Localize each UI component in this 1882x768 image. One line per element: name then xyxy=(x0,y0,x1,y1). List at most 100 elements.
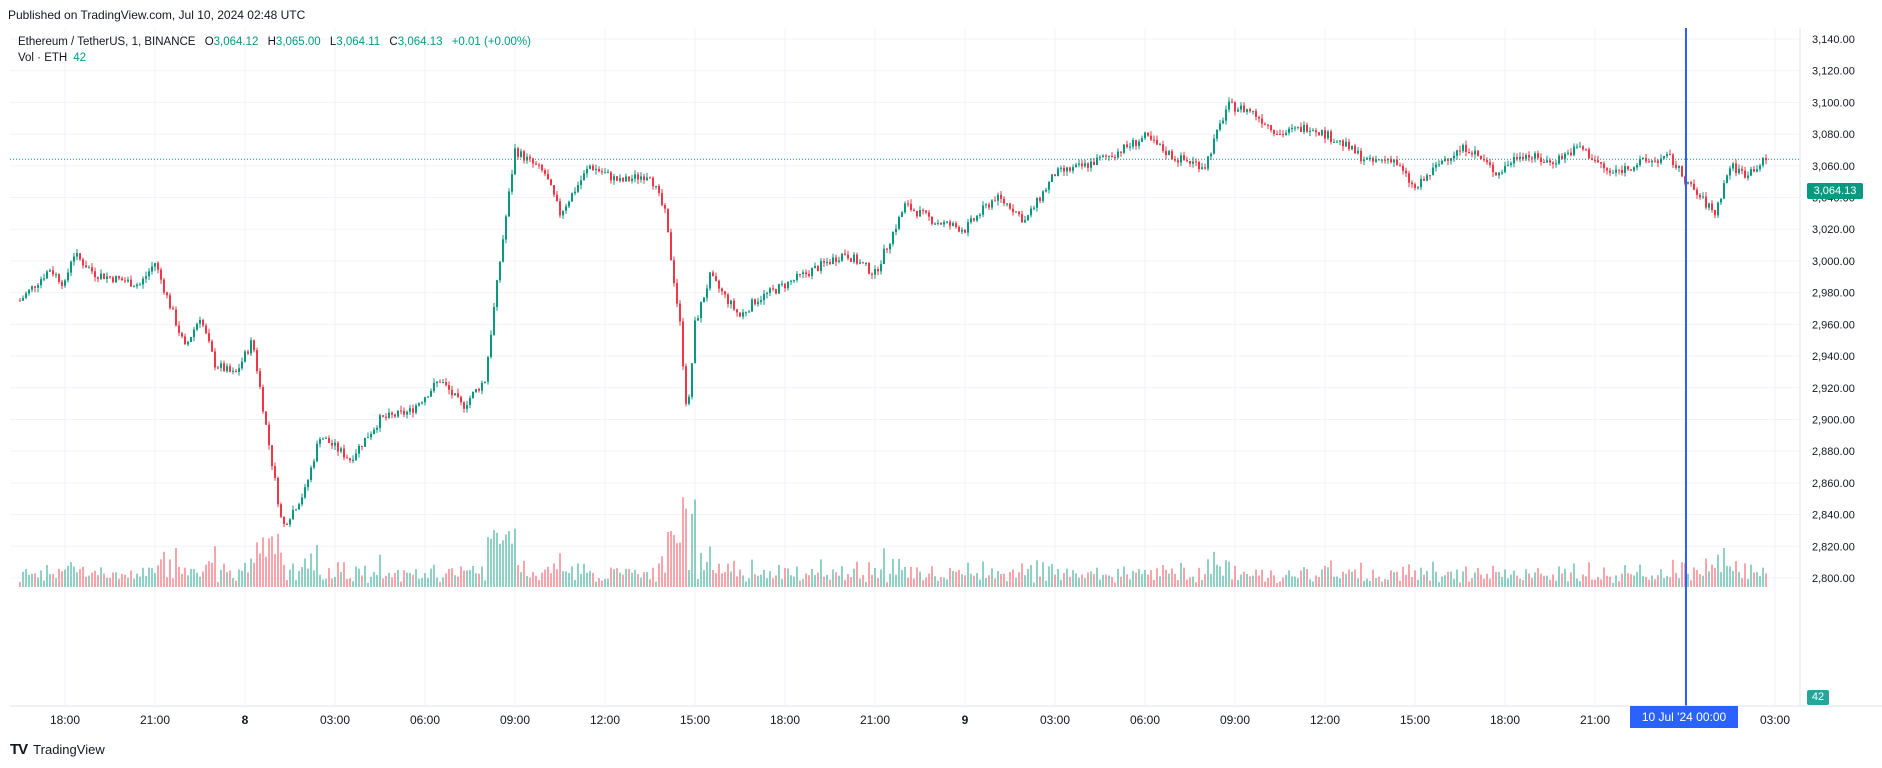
candle-body xyxy=(841,253,843,261)
candle-body xyxy=(1285,132,1287,136)
candle-body xyxy=(1390,158,1392,163)
tradingview-brand[interactable]: TV TradingView xyxy=(10,741,105,758)
volume-bar xyxy=(73,566,75,587)
volume-bar xyxy=(1156,568,1158,587)
candle-body xyxy=(1570,152,1572,156)
candle-body xyxy=(328,437,330,443)
candle-body xyxy=(535,163,537,165)
current-volume-tag: 42 xyxy=(1807,690,1829,705)
volume-bar xyxy=(205,564,207,587)
volume-bar xyxy=(655,581,657,587)
volume-bar xyxy=(1372,569,1374,587)
candle-body xyxy=(1357,150,1359,154)
candle-body xyxy=(706,288,708,298)
candle-body xyxy=(1345,141,1347,147)
candle-body xyxy=(115,276,117,283)
volume-bar xyxy=(1612,582,1614,587)
volume-bar xyxy=(1204,574,1206,587)
volume-bar xyxy=(826,574,828,587)
candle-body xyxy=(349,458,351,461)
candle-body xyxy=(493,307,495,335)
candle-body xyxy=(166,292,168,296)
volume-bar xyxy=(988,575,990,587)
candle-body xyxy=(1138,141,1140,146)
time-axis: 18:00 21:00 8 03:00 06:00 09:00 12:00 15:00 18:0… xyxy=(50,713,1790,727)
candle-body xyxy=(214,351,216,368)
candle-body xyxy=(1321,130,1323,136)
volume-bar xyxy=(1654,579,1656,587)
volume-bar xyxy=(1066,568,1068,587)
volume-bar xyxy=(1483,578,1485,587)
candle-body xyxy=(922,209,924,211)
volume-bar xyxy=(1201,580,1203,587)
candle-body xyxy=(961,229,963,232)
volume-bar xyxy=(1423,574,1425,587)
candle-body xyxy=(25,293,27,298)
candle-body xyxy=(316,443,318,462)
volume-bar xyxy=(1615,575,1617,587)
candle-body xyxy=(19,300,21,302)
candle-body xyxy=(1276,133,1278,135)
volume-bar xyxy=(652,567,654,587)
candle-body xyxy=(247,351,249,354)
volume-bar xyxy=(685,508,687,587)
candle-body xyxy=(1705,196,1707,208)
candle-body xyxy=(307,480,309,488)
volume-bar xyxy=(1030,565,1032,587)
candle-body xyxy=(1069,167,1071,171)
candle-body xyxy=(1336,141,1338,143)
candle-body xyxy=(484,381,486,383)
candle-body xyxy=(1582,146,1584,150)
candle-body xyxy=(1078,163,1080,165)
volume-bar xyxy=(160,559,162,587)
volume-bar xyxy=(478,573,480,587)
volume-bar xyxy=(802,578,804,587)
candle-body xyxy=(913,209,915,211)
candle-body xyxy=(1228,101,1230,110)
volume-bar xyxy=(1597,576,1599,587)
candle-body xyxy=(934,223,936,225)
volume-bar xyxy=(361,575,363,587)
candle-body xyxy=(1519,156,1521,159)
candle-body xyxy=(1456,150,1458,156)
volume-bar xyxy=(1189,577,1191,587)
volume-bar xyxy=(1282,577,1284,587)
volume-bar xyxy=(355,566,357,587)
candle-body xyxy=(589,165,591,169)
volume-bar xyxy=(1351,571,1353,587)
volume-bar xyxy=(1756,572,1758,587)
candle-body xyxy=(427,396,429,398)
candle-body xyxy=(727,294,729,305)
price-chart[interactable]: 3,140.00 3,120.00 3,100.00 3,080.00 3,060.00… xyxy=(0,0,1882,740)
volume-bar xyxy=(1147,574,1149,587)
candle-body xyxy=(124,280,126,282)
volume-bar xyxy=(1567,581,1569,587)
volume-bar xyxy=(688,569,690,587)
volume-bar xyxy=(967,562,969,587)
volume-bar xyxy=(157,565,159,587)
candle-body xyxy=(802,272,804,275)
volume-bar xyxy=(532,571,534,587)
volume-bar xyxy=(202,571,204,587)
volume-bar xyxy=(637,574,639,587)
volume-bar xyxy=(352,581,354,587)
volume-bar xyxy=(1447,571,1449,587)
candle-body xyxy=(403,410,405,415)
candle-body xyxy=(1171,151,1173,160)
volume-bar xyxy=(103,573,105,587)
volume-bar xyxy=(952,571,954,587)
volume-bar xyxy=(1570,572,1572,587)
candle-body xyxy=(598,168,600,172)
volume-bar xyxy=(49,574,51,587)
candle-body xyxy=(217,367,219,369)
candle-body xyxy=(187,341,189,345)
candle-body xyxy=(1498,172,1500,176)
volume-bar xyxy=(1312,581,1314,587)
candle-body xyxy=(1102,155,1104,158)
volume-label[interactable]: Vol · ETH xyxy=(18,52,68,64)
volume-bar xyxy=(1051,563,1053,587)
symbol-title[interactable]: Ethereum / TetherUS, 1, BINANCE xyxy=(18,36,196,48)
candle-body xyxy=(280,504,282,517)
volume-bar xyxy=(565,571,567,587)
volume-bar xyxy=(811,568,813,587)
